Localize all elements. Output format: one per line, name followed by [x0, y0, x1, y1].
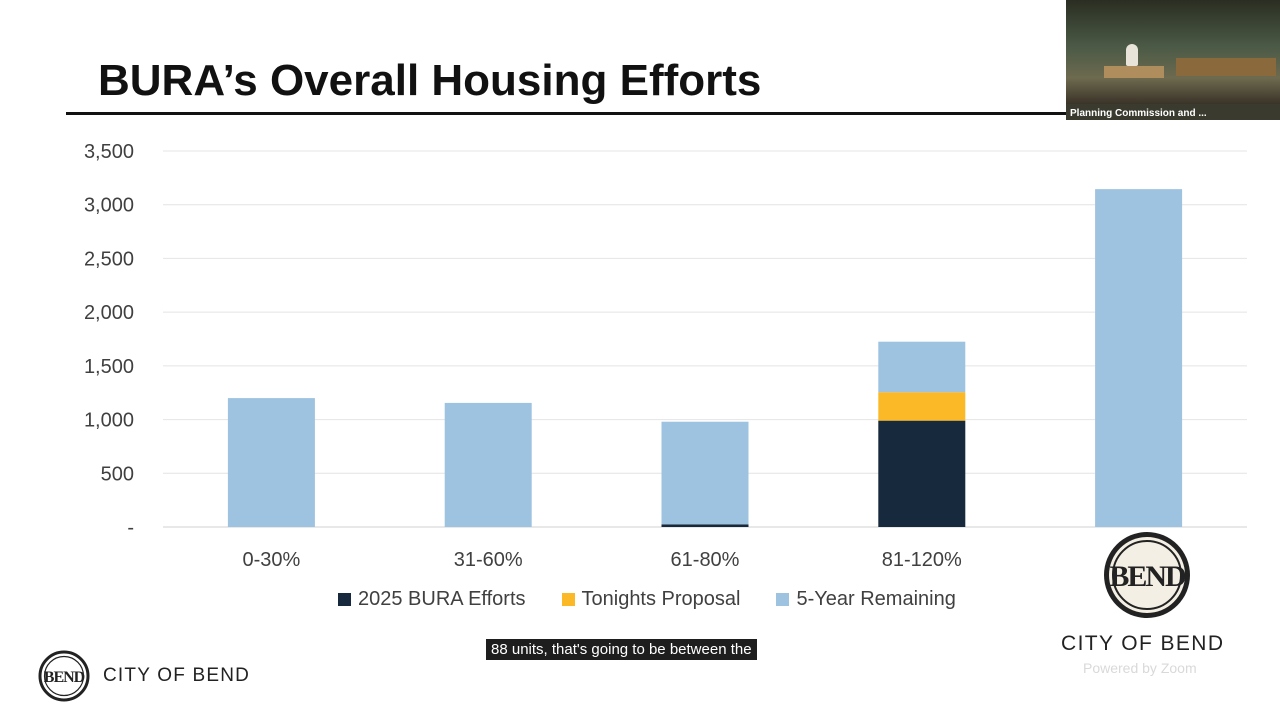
y-tick-label: -	[127, 517, 134, 539]
legend-item-5-year-remaining: 5-Year Remaining	[776, 588, 956, 611]
large-logo-mark-text: BEND	[1109, 560, 1186, 593]
legend-swatch	[776, 593, 790, 606]
logo-mark-text: BEND	[44, 669, 85, 686]
x-tick-label: 81-120%	[882, 549, 962, 571]
legend-item-2025-bura-efforts: 2025 BURA Efforts	[338, 588, 526, 611]
y-tick-label: 3,000	[84, 195, 134, 217]
chart-legend: 2025 BURA Efforts Tonights Proposal 5-Ye…	[338, 588, 956, 611]
city-of-bend-wordmark: CITY OF BEND	[103, 665, 251, 686]
y-tick-label: 1,000	[84, 410, 134, 432]
title-underline	[66, 112, 1066, 115]
video-person	[1126, 44, 1138, 66]
legend-label: 2025 BURA Efforts	[358, 588, 526, 610]
bar-segment-2025-bura-efforts	[661, 524, 749, 527]
legend-label: Tonights Proposal	[581, 588, 741, 610]
video-feed	[1066, 0, 1280, 104]
legend-swatch	[561, 593, 575, 606]
legend-item-tonights-proposal: Tonights Proposal	[561, 588, 741, 611]
bar-segment-5-year-remaining	[1095, 189, 1183, 527]
powered-by-zoom-watermark: Powered by Zoom	[1083, 660, 1197, 676]
y-tick-label: 2,500	[84, 248, 134, 270]
bar-segment-5-year-remaining	[227, 398, 315, 527]
bar-segment-5-year-remaining	[661, 421, 749, 525]
x-tick-label: 61-80%	[671, 549, 740, 571]
x-tick-label: 31-60%	[454, 549, 523, 571]
city-of-bend-logo-icon: BEND	[38, 650, 90, 702]
bar-segment-5-year-remaining	[444, 402, 532, 527]
video-bench	[1176, 58, 1276, 76]
y-tick-label: 2,000	[84, 302, 134, 324]
city-of-bend-large-wordmark: CITY OF BEND	[1061, 632, 1225, 655]
video-tile-label: Planning Commission and ...	[1070, 108, 1207, 119]
live-caption: 88 units, that's going to be between the	[486, 639, 757, 660]
legend-label: 5-Year Remaining	[796, 588, 956, 610]
y-tick-label: 500	[101, 463, 134, 485]
x-tick-label: 0-30%	[242, 549, 300, 571]
participant-video-tile[interactable]: Planning Commission and ...	[1066, 0, 1280, 120]
legend-swatch	[338, 593, 351, 606]
slide-title: BURA’s Overall Housing Efforts	[98, 56, 762, 105]
bar-segment-2025-bura-efforts	[878, 420, 966, 527]
city-of-bend-large-logo-icon: BEND	[1104, 532, 1190, 618]
bar-segment-tonights-proposal	[878, 392, 966, 421]
video-desk	[1104, 66, 1164, 78]
y-tick-label: 1,500	[84, 356, 134, 378]
bar-segment-5-year-remaining	[878, 341, 966, 393]
y-tick-label: 3,500	[84, 141, 134, 163]
